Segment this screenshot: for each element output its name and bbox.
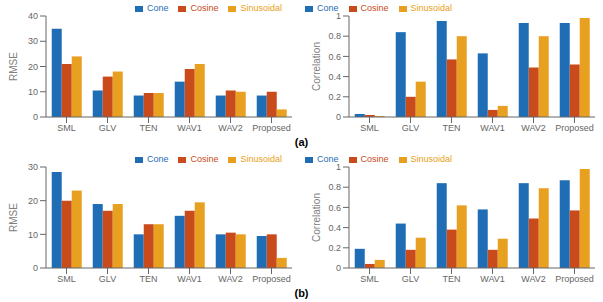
svg-text:0: 0 — [33, 263, 38, 273]
html-text:Cosine: Cosine — [360, 3, 389, 13]
html-text:Cone: Cone — [317, 3, 339, 13]
svg-text:WAV1: WAV1 — [480, 123, 505, 133]
svg-text:SML: SML — [360, 123, 379, 133]
html-text:Cone: Cone — [146, 3, 169, 13]
svg-text:0: 0 — [336, 263, 341, 273]
svg-text:20: 20 — [28, 62, 38, 72]
svg-text:GLV: GLV — [99, 123, 116, 133]
svg-text:0: 0 — [336, 112, 341, 122]
svg-text:0.8: 0.8 — [328, 31, 341, 41]
svg-text:WAV2: WAV2 — [521, 123, 546, 133]
svg-text:20: 20 — [28, 196, 38, 206]
html-text:Sinusoidal: Sinusoidal — [410, 154, 453, 164]
svg-text:SML: SML — [57, 274, 76, 284]
svg-text:WAV2: WAV2 — [521, 274, 546, 284]
svg-text:GLV: GLV — [402, 274, 419, 284]
html-text:Sinusoidal: Sinusoidal — [240, 3, 282, 13]
svg-text:SML: SML — [360, 274, 379, 284]
svg-text:1: 1 — [336, 162, 341, 172]
svg-text:40: 40 — [28, 11, 38, 21]
svg-text:Correlation: Correlation — [311, 42, 322, 91]
svg-text:0.2: 0.2 — [328, 243, 341, 253]
svg-text:Correlation: Correlation — [311, 193, 322, 242]
svg-text:WAV1: WAV1 — [177, 274, 202, 284]
svg-text:0.8: 0.8 — [328, 182, 341, 192]
html-text:Cosine: Cosine — [360, 154, 389, 164]
svg-text:RMSE: RMSE — [8, 52, 19, 81]
html-text:Cosine: Cosine — [190, 3, 219, 13]
svg-text:GLV: GLV — [402, 123, 419, 133]
svg-text:10: 10 — [28, 87, 38, 97]
svg-text:SML: SML — [57, 123, 76, 133]
svg-text:10: 10 — [28, 230, 38, 240]
html-text:(b): (b) — [294, 287, 309, 299]
svg-text:TEN: TEN — [140, 123, 158, 133]
svg-text:1: 1 — [336, 11, 341, 21]
svg-text:0.2: 0.2 — [328, 92, 341, 102]
html-text:Cosine: Cosine — [190, 154, 219, 164]
html-text:(a): (a) — [294, 136, 309, 148]
svg-text:GLV: GLV — [99, 274, 116, 284]
svg-text:0.6: 0.6 — [328, 203, 341, 213]
svg-text:WAV2: WAV2 — [218, 274, 243, 284]
svg-text:0: 0 — [33, 112, 38, 122]
svg-text:WAV1: WAV1 — [177, 123, 202, 133]
html-text:Sinusoidal: Sinusoidal — [240, 154, 282, 164]
svg-text:WAV2: WAV2 — [218, 123, 243, 133]
svg-text:30: 30 — [28, 162, 38, 172]
svg-text:0.4: 0.4 — [328, 223, 341, 233]
svg-text:TEN: TEN — [140, 274, 158, 284]
svg-text:0.6: 0.6 — [328, 52, 341, 62]
html-text:Cone: Cone — [146, 154, 169, 164]
svg-text:Proposed: Proposed — [252, 123, 291, 133]
svg-text:RMSE: RMSE — [8, 203, 19, 232]
svg-text:Proposed: Proposed — [555, 274, 594, 284]
svg-text:0.4: 0.4 — [328, 72, 341, 82]
svg-text:TEN: TEN — [443, 123, 461, 133]
svg-text:TEN: TEN — [443, 274, 461, 284]
svg-text:Proposed: Proposed — [252, 274, 291, 284]
html-text:Cone: Cone — [317, 154, 339, 164]
svg-text:30: 30 — [28, 36, 38, 46]
svg-text:WAV1: WAV1 — [480, 274, 505, 284]
svg-text:Proposed: Proposed — [555, 123, 594, 133]
html-text:Sinusoidal: Sinusoidal — [410, 3, 453, 13]
